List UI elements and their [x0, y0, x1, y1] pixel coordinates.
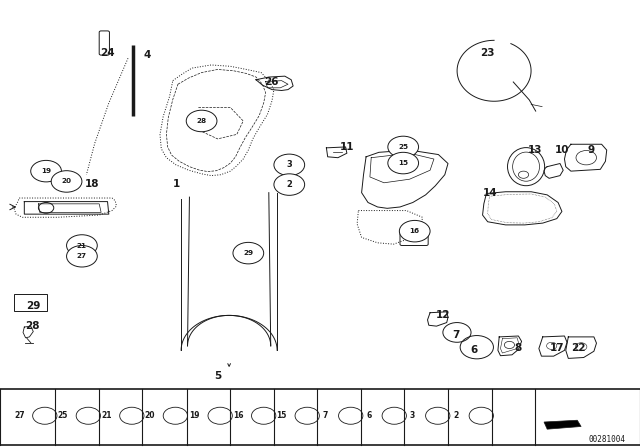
- Text: 13: 13: [528, 145, 542, 155]
- Text: 28: 28: [196, 118, 207, 124]
- Text: 28: 28: [25, 321, 39, 331]
- Text: 3: 3: [287, 160, 292, 169]
- Text: 16: 16: [410, 228, 420, 234]
- Circle shape: [399, 220, 430, 242]
- Text: 1: 1: [172, 179, 180, 189]
- Circle shape: [274, 154, 305, 176]
- Text: 27: 27: [77, 253, 87, 259]
- Text: 17: 17: [550, 343, 564, 353]
- Text: 14: 14: [483, 188, 497, 198]
- Text: 25: 25: [58, 411, 68, 420]
- Text: 29: 29: [243, 250, 253, 256]
- Text: 7: 7: [323, 411, 328, 420]
- Text: 20: 20: [61, 178, 72, 185]
- Text: 6: 6: [366, 411, 371, 420]
- Text: 5: 5: [214, 371, 221, 381]
- Circle shape: [67, 235, 97, 256]
- Text: 26: 26: [264, 77, 278, 86]
- Text: 19: 19: [189, 411, 200, 420]
- Text: 11: 11: [340, 142, 355, 152]
- Text: 6: 6: [470, 345, 477, 355]
- Circle shape: [31, 160, 61, 182]
- Polygon shape: [544, 420, 581, 429]
- Circle shape: [51, 171, 82, 192]
- Text: 21: 21: [101, 411, 111, 420]
- Bar: [14, 294, 47, 311]
- FancyBboxPatch shape: [99, 31, 109, 55]
- Text: 18: 18: [85, 179, 99, 189]
- Text: 00281004: 00281004: [589, 435, 626, 444]
- Circle shape: [274, 174, 305, 195]
- Text: 25: 25: [398, 144, 408, 150]
- Text: 20: 20: [145, 411, 155, 420]
- Text: 12: 12: [436, 310, 450, 320]
- Text: 2: 2: [286, 180, 292, 189]
- Text: 15: 15: [398, 160, 408, 166]
- Text: 15: 15: [276, 411, 287, 420]
- Text: 19: 19: [41, 168, 51, 174]
- Text: 22: 22: [572, 343, 586, 353]
- Text: 4: 4: [143, 50, 151, 60]
- Text: 21: 21: [77, 242, 87, 249]
- Text: 16: 16: [233, 411, 243, 420]
- Circle shape: [186, 110, 217, 132]
- Circle shape: [388, 152, 419, 174]
- Text: 3: 3: [410, 411, 415, 420]
- Text: 24: 24: [100, 48, 115, 58]
- Text: 8: 8: [515, 343, 522, 353]
- Circle shape: [67, 246, 97, 267]
- Text: 27: 27: [14, 411, 24, 420]
- Circle shape: [233, 242, 264, 264]
- Text: 10: 10: [555, 145, 569, 155]
- Text: 7: 7: [452, 330, 460, 340]
- Text: 9: 9: [588, 145, 595, 155]
- Text: 2: 2: [453, 411, 458, 420]
- Text: 29: 29: [26, 301, 40, 310]
- Text: 23: 23: [481, 48, 495, 58]
- Circle shape: [388, 136, 419, 158]
